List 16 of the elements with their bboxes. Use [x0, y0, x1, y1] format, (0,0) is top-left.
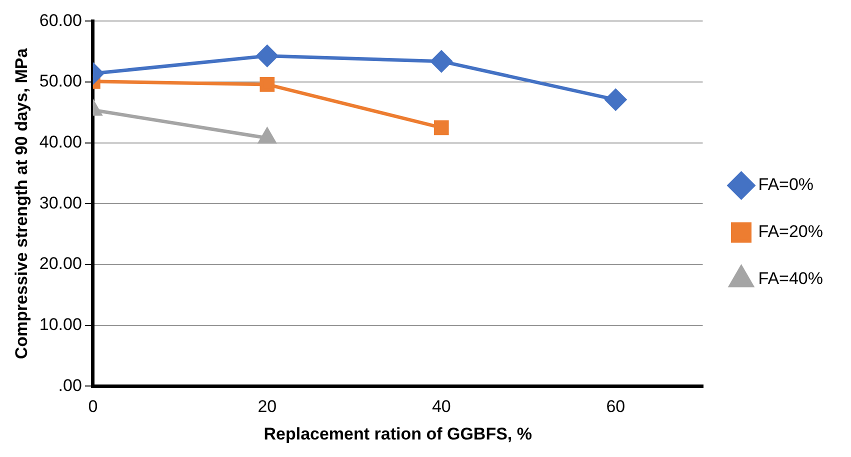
y-tick-label: 60.00 — [39, 10, 82, 30]
x-axis-title: Replacement ration of GGBFS, % — [264, 424, 532, 444]
x-tick-label: 60 — [606, 397, 626, 416]
legend-label: FA=20% — [758, 222, 824, 242]
y-tick-label: 40.00 — [39, 132, 82, 152]
legend-label: FA=40% — [758, 269, 824, 288]
y-tick-label: 10.00 — [39, 315, 82, 334]
y-tick-label: 50.00 — [39, 72, 82, 91]
y-tick-label: .00 — [58, 376, 82, 395]
y-tick-label: 30.00 — [39, 193, 82, 212]
x-tick-label: 0 — [88, 397, 98, 416]
x-tick-label: 20 — [258, 397, 277, 416]
y-axis-title: Compressive strength at 90 days, MPa — [12, 48, 31, 360]
legend-label: FA=0% — [758, 175, 814, 194]
y-tick-label: 20.00 — [39, 254, 82, 274]
x-tick-label: 40 — [432, 397, 451, 416]
